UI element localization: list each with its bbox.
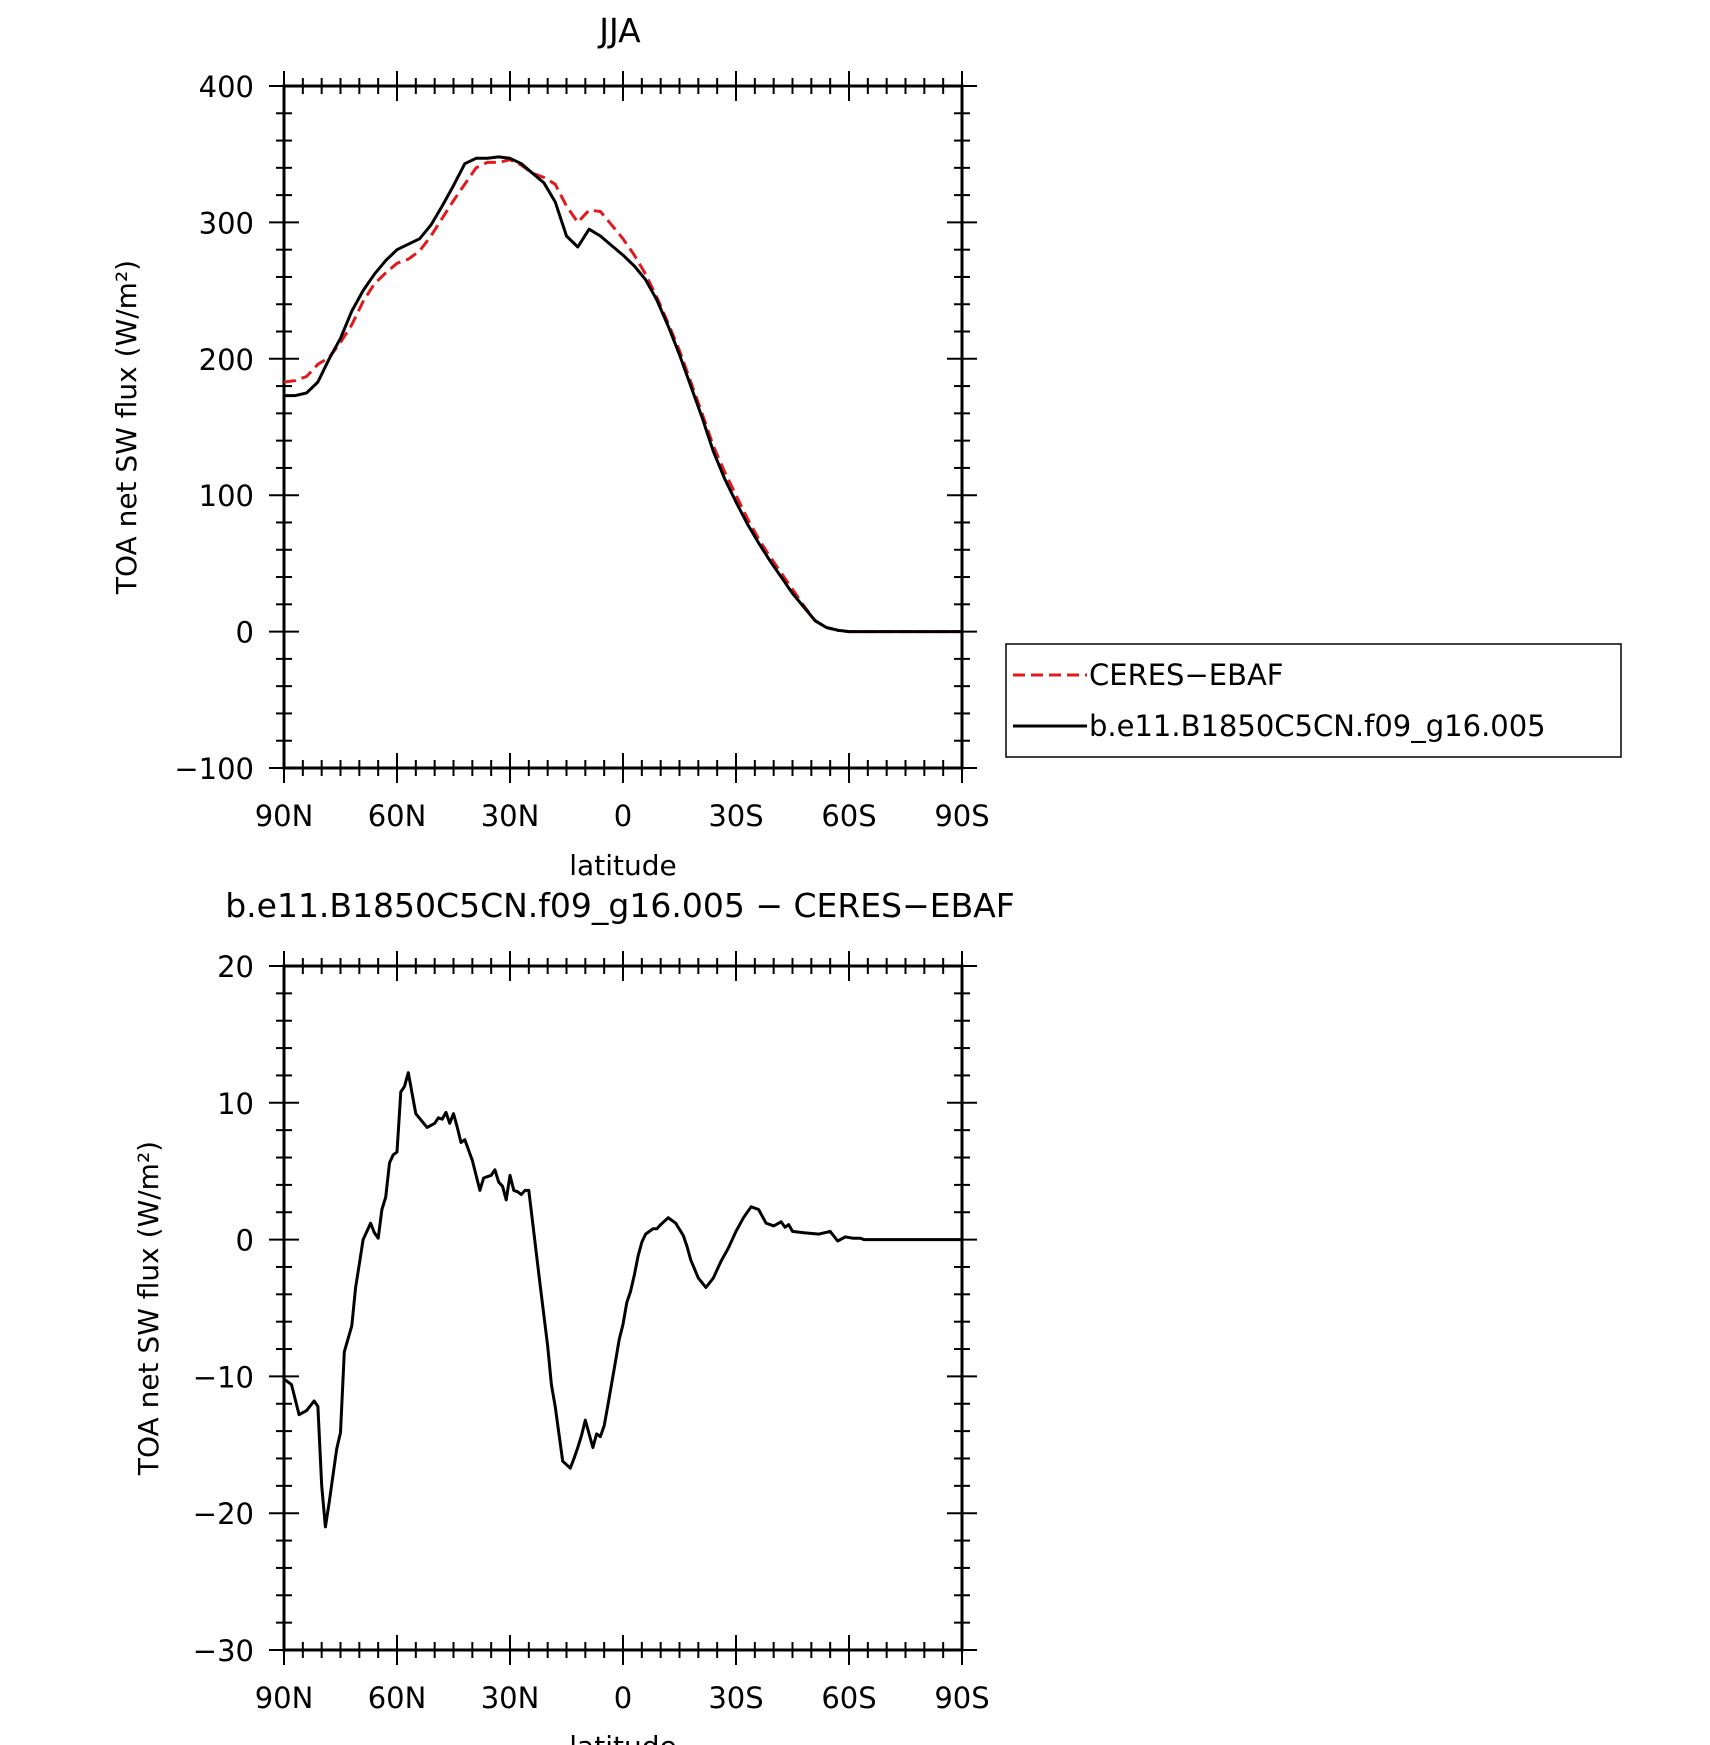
bottom-chart-title: b.e11.B1850C5CN.f09_g16.005 − CERES−EBAF [225, 886, 1015, 925]
y-tick-label: 0 [236, 1224, 254, 1258]
x-tick-label: 90S [934, 1681, 989, 1715]
series-line-1 [284, 155, 962, 634]
y-tick-label: −20 [193, 1497, 254, 1531]
x-tick-label: 90N [255, 799, 314, 833]
bottom-series [283, 1071, 962, 1529]
top-ticks [269, 71, 977, 783]
y-tick-label: 300 [199, 206, 254, 240]
bottom-y-axis-label: TOA net SW flux (W/m²) [132, 1141, 165, 1476]
x-tick-label: 30N [481, 1681, 540, 1715]
top-plot-frame [282, 84, 964, 770]
x-tick-label: 90N [255, 1681, 314, 1715]
bottom-x-axis-label: latitude [569, 1730, 676, 1745]
x-tick-label: 60S [821, 1681, 876, 1715]
top-x-axis-label: latitude [569, 849, 676, 882]
x-tick-label: 90S [934, 799, 989, 833]
y-tick-label: 100 [199, 479, 254, 513]
x-tick-label: 0 [614, 799, 632, 833]
bottom-ticks [269, 951, 977, 1665]
y-tick-label: −30 [193, 1634, 254, 1668]
y-tick-label: 200 [199, 343, 254, 377]
panel-bottom: b.e11.B1850C5CN.f09_g16.005 − CERES−EBAF… [132, 886, 1015, 1745]
y-tick-label: −100 [174, 752, 254, 786]
y-tick-label: −10 [193, 1360, 254, 1394]
y-tick-label: 10 [217, 1087, 254, 1121]
x-tick-label: 60N [368, 1681, 427, 1715]
bottom-plot-frame [282, 964, 964, 1652]
x-tick-label: 60N [368, 799, 427, 833]
series-line-0 [283, 158, 962, 634]
x-tick-label: 30S [708, 799, 763, 833]
x-tick-label: 30S [708, 1681, 763, 1715]
top-chart-title: JJA [597, 11, 641, 50]
legend-box [1005, 643, 1622, 758]
x-tick-label: 30N [481, 799, 540, 833]
legend-label-model: b.e11.B1850C5CN.f09_g16.005 [1089, 709, 1546, 743]
panel-top: JJA 90N 60N 30N 0 30S 60S 90S −100 0 100 200 300 400… [110, 11, 990, 882]
legend-label-ceres: CERES−EBAF [1089, 658, 1284, 692]
x-tick-label: 0 [614, 1681, 632, 1715]
top-y-axis-label: TOA net SW flux (W/m²) [110, 260, 143, 595]
difference-line [283, 1071, 962, 1529]
bottom-tick-labels: 90N 60N 30N 0 30S 60S 90S −30 −20 −10 0 10 20 [193, 950, 990, 1715]
y-tick-label: 20 [217, 950, 254, 984]
x-tick-label: 60S [821, 799, 876, 833]
top-tick-labels: 90N 60N 30N 0 30S 60S 90S −100 0 100 200 300 400 [174, 70, 989, 833]
legend: CERES−EBAF b.e11.B1850C5CN.f09_g16.005 [1005, 643, 1622, 758]
y-tick-label: 400 [199, 70, 254, 104]
y-tick-label: 0 [236, 616, 254, 650]
top-series [283, 155, 962, 634]
